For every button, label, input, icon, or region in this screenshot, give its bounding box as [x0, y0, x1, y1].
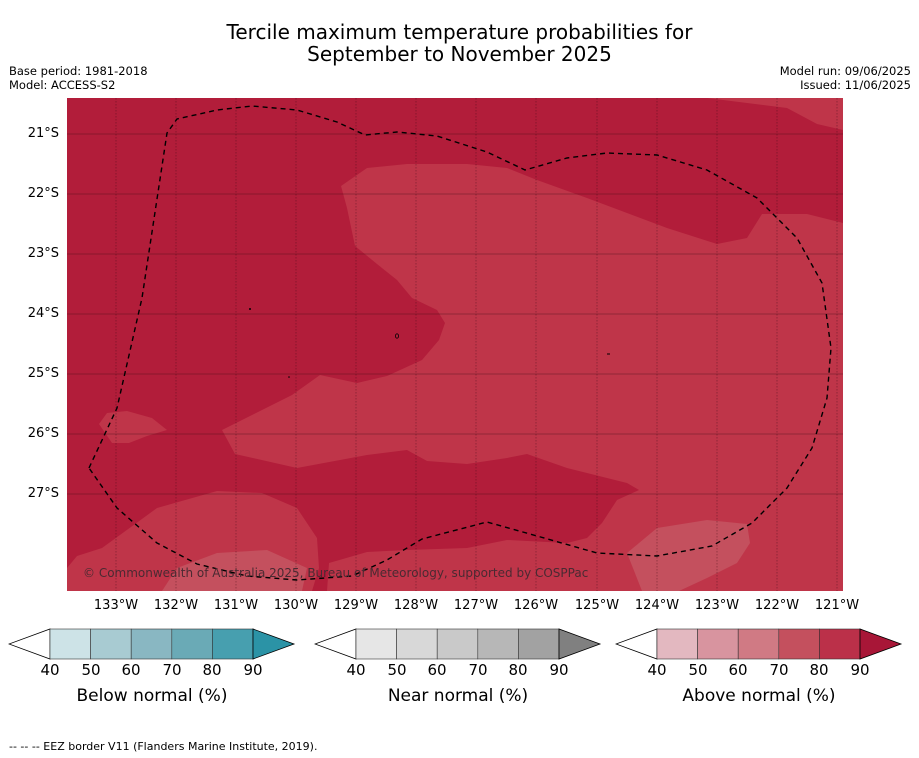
lat-label: 25°S — [27, 366, 59, 381]
colorbar-arrow-low — [614, 628, 658, 660]
colorbar-segment — [737, 628, 780, 660]
colorbar-segment — [49, 628, 91, 660]
colorbar-segment — [819, 628, 861, 660]
issued-date: Issued: 11/06/2025 — [800, 78, 911, 92]
colorbar-title-above: Above normal (%) — [682, 686, 836, 706]
colorbar-segment — [90, 628, 132, 660]
colorbar-tick: 80 — [809, 661, 829, 679]
above-normal-60-70-southwest — [162, 550, 307, 591]
lat-label: 24°S — [27, 306, 59, 321]
base-period: Base period: 1981-2018 — [9, 64, 148, 78]
lon-label: 131°W — [213, 598, 259, 613]
lon-label: 123°W — [694, 598, 740, 613]
above-normal-70-80-corner — [707, 98, 843, 130]
colorbar-arrow-high — [252, 628, 296, 660]
colorbar-tick: 40 — [647, 661, 667, 679]
lat-label: 23°S — [27, 246, 59, 261]
colorbar-segment — [171, 628, 213, 660]
lon-label: 126°W — [513, 598, 559, 613]
lon-label: 127°W — [453, 598, 499, 613]
colorbar-tick: 50 — [387, 661, 407, 679]
colorbar-arrow-high — [859, 628, 903, 660]
probability-map: © Commonwealth of Australia 2025, Bureau… — [67, 98, 843, 591]
colorbar-title-below: Below normal (%) — [76, 686, 228, 706]
colorbar-arrow-low — [313, 628, 357, 660]
colorbar-tick: 80 — [202, 661, 222, 679]
colorbar-segment — [518, 628, 560, 660]
colorbar-tick: 50 — [688, 661, 708, 679]
colorbar-segment — [778, 628, 820, 660]
colorbar-tick: 60 — [121, 661, 141, 679]
eez-legend-note: -- -- -- EEZ border V11 (Flanders Marine… — [9, 740, 318, 753]
lat-label: 21°S — [27, 126, 59, 141]
colorbar-tick: 60 — [728, 661, 748, 679]
colorbar-segment — [656, 628, 698, 660]
colorbar-near-normal — [313, 628, 602, 660]
colorbar-tick: 70 — [162, 661, 182, 679]
map-svg — [67, 98, 843, 591]
lon-label: 130°W — [273, 598, 319, 613]
colorbar-arrow-low — [7, 628, 51, 660]
lat-label: 26°S — [27, 426, 59, 441]
lon-label: 129°W — [333, 598, 379, 613]
island-marker — [249, 308, 251, 310]
colorbar-arrow-high — [558, 628, 602, 660]
colorbar-tick: 70 — [769, 661, 789, 679]
lon-label: 132°W — [153, 598, 199, 613]
island-marker — [288, 376, 290, 378]
colorbar-segment — [212, 628, 254, 660]
model-run: Model run: 09/06/2025 — [779, 64, 911, 78]
colorbar-tick: 90 — [850, 661, 870, 679]
colorbar-segment — [396, 628, 438, 660]
lon-label: 124°W — [634, 598, 680, 613]
colorbar-segment — [130, 628, 173, 660]
colorbar-tick: 50 — [81, 661, 101, 679]
lat-label: 27°S — [27, 486, 59, 501]
colorbar-title-near: Near normal (%) — [387, 686, 529, 706]
colorbar-tick: 40 — [346, 661, 366, 679]
colorbar-tick: 90 — [549, 661, 569, 679]
colorbar-tick: 40 — [40, 661, 60, 679]
colorbar-tick: 60 — [427, 661, 447, 679]
above-normal-70-80-region — [222, 98, 843, 591]
colorbar-tick: 90 — [243, 661, 263, 679]
lat-label: 22°S — [27, 186, 59, 201]
colorbar-tick: 70 — [468, 661, 488, 679]
lon-label: 128°W — [393, 598, 439, 613]
lon-label: 122°W — [754, 598, 800, 613]
colorbar-tick: 80 — [508, 661, 528, 679]
colorbar-segment — [436, 628, 479, 660]
title-line-1: Tercile maximum temperature probabilitie… — [226, 20, 693, 44]
above-normal-60-70-southeast — [627, 520, 750, 591]
title-line-2: September to November 2025 — [307, 42, 612, 66]
colorbar-segment — [355, 628, 397, 660]
colorbar-segment — [477, 628, 519, 660]
colorbar-below-normal — [7, 628, 296, 660]
island-marker — [394, 333, 399, 339]
lon-label: 133°W — [93, 598, 139, 613]
eez-border — [88, 105, 832, 581]
graticule-meridians — [115, 98, 838, 591]
colorbar-above-normal — [614, 628, 903, 660]
copyright-notice: © Commonwealth of Australia 2025, Bureau… — [83, 566, 589, 580]
colorbar-segment — [697, 628, 739, 660]
model-name: Model: ACCESS-S2 — [9, 78, 116, 92]
graticule — [67, 133, 843, 495]
lon-label: 121°W — [814, 598, 860, 613]
lon-label: 125°W — [574, 598, 620, 613]
